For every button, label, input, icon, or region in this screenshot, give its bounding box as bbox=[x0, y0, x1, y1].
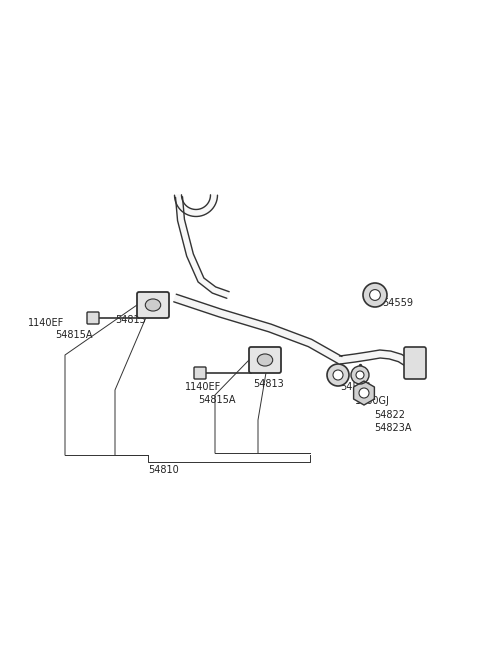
Circle shape bbox=[363, 283, 387, 307]
Text: 54813: 54813 bbox=[115, 315, 146, 325]
Polygon shape bbox=[176, 197, 229, 298]
Circle shape bbox=[351, 366, 369, 384]
FancyBboxPatch shape bbox=[404, 347, 426, 379]
Polygon shape bbox=[174, 294, 342, 363]
Circle shape bbox=[327, 364, 349, 386]
FancyBboxPatch shape bbox=[137, 292, 169, 318]
Text: 54810: 54810 bbox=[148, 465, 179, 475]
Text: 54813: 54813 bbox=[253, 379, 284, 389]
Text: 1360GJ: 1360GJ bbox=[355, 396, 390, 406]
Text: 54823A: 54823A bbox=[374, 423, 411, 433]
Circle shape bbox=[359, 388, 369, 398]
FancyBboxPatch shape bbox=[249, 347, 281, 373]
Text: 54815A: 54815A bbox=[198, 395, 236, 405]
Text: 1140EF: 1140EF bbox=[185, 382, 221, 392]
Circle shape bbox=[370, 289, 380, 300]
Text: 54822: 54822 bbox=[374, 410, 405, 420]
Polygon shape bbox=[407, 359, 420, 371]
Polygon shape bbox=[175, 195, 217, 216]
Circle shape bbox=[356, 371, 364, 379]
Polygon shape bbox=[354, 381, 374, 405]
Text: 1140EF: 1140EF bbox=[28, 318, 64, 328]
Ellipse shape bbox=[145, 299, 161, 311]
Text: 54559: 54559 bbox=[382, 298, 413, 308]
Polygon shape bbox=[339, 350, 410, 367]
FancyBboxPatch shape bbox=[87, 312, 99, 324]
FancyBboxPatch shape bbox=[194, 367, 206, 379]
Text: 54815A: 54815A bbox=[55, 330, 93, 340]
Text: 54559: 54559 bbox=[340, 382, 371, 392]
Ellipse shape bbox=[257, 354, 273, 366]
Circle shape bbox=[333, 370, 343, 380]
